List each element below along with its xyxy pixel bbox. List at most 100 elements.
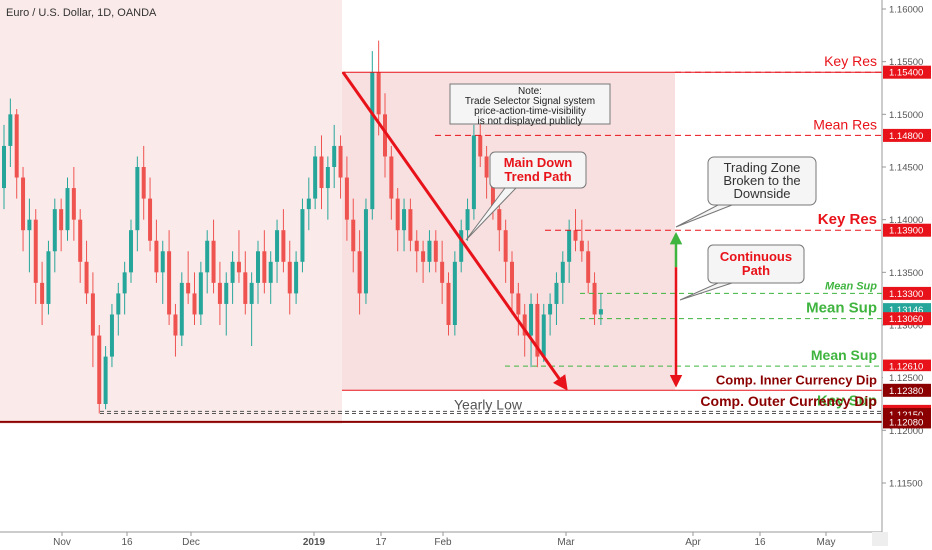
price-label-text: 1.13300 — [889, 289, 923, 300]
price-axis[interactable]: 1.16000 1.15500 1.15000 1.14500 1.14000 1.135… — [881, 0, 932, 532]
callout-text: Trend Path — [504, 169, 571, 184]
candle-body — [351, 219, 356, 252]
callout-text: Broken to the — [723, 173, 800, 188]
price-label-text: 1.12380 — [889, 386, 923, 397]
candle-body — [383, 114, 387, 157]
price-axis-bg — [882, 0, 932, 532]
candle-body — [135, 167, 140, 231]
candle-body — [217, 282, 222, 304]
main-down-trend-arrow — [341, 71, 568, 391]
candle-body — [154, 240, 159, 273]
candle-body — [141, 167, 146, 199]
level-label: Comp. Outer Currency Dip — [700, 393, 877, 409]
candle-body — [281, 230, 286, 262]
time-axis[interactable]: Nov 16 Dec 2019 17 Feb Mar Apr 16 May — [0, 531, 932, 550]
candle-body — [579, 240, 584, 252]
price-label-badge — [883, 286, 931, 300]
candle-body — [433, 240, 438, 262]
candle-body — [205, 240, 210, 273]
price-tick-label: 1.13000 — [889, 321, 923, 332]
level-label: Mean Sup — [825, 280, 877, 292]
candle-body — [484, 156, 489, 178]
candle-body — [522, 314, 527, 336]
callout-text: Trading Zone — [724, 160, 801, 175]
price-tick-label: 1.14500 — [889, 163, 923, 174]
time-tick-label: Dec — [182, 537, 200, 548]
level-label: Mean Res — [813, 116, 877, 132]
candle-body — [440, 261, 445, 283]
level-label: Key Res — [824, 53, 877, 69]
candle-body — [548, 303, 553, 315]
candle-body — [71, 188, 76, 220]
time-tick-label: 16 — [121, 537, 133, 548]
time-tick-label: Feb — [434, 537, 452, 548]
candle-body — [376, 72, 381, 115]
price-tick-label: 1.11500 — [889, 479, 923, 490]
candle-body — [586, 251, 591, 283]
level-label: Comp. Inner Currency Dip — [716, 372, 877, 387]
candle-body — [122, 272, 127, 294]
candle-body — [497, 209, 502, 231]
time-tick-label: Nov — [53, 537, 71, 548]
candle-body — [268, 261, 273, 283]
callout-text: Note: — [518, 86, 542, 97]
time-tick-label: 17 — [375, 537, 387, 548]
candle-body — [97, 335, 102, 404]
candle-body — [592, 282, 597, 315]
candle-body — [46, 251, 51, 304]
price-tick-label: 1.12000 — [889, 426, 923, 437]
candle-body — [179, 282, 184, 336]
settings-gear-icon[interactable] — [872, 532, 888, 546]
candle-body — [465, 209, 470, 231]
candle-body — [59, 209, 64, 231]
candle-body — [344, 177, 349, 220]
callout-text: Continuous — [720, 249, 792, 264]
price-label-text: 1.15400 — [889, 68, 923, 79]
candle-body — [529, 303, 534, 336]
price-label-text: 1.12610 — [889, 362, 923, 373]
price-label-text: 1.12500 — [889, 373, 923, 384]
candle-body — [262, 251, 267, 283]
candle-body — [363, 209, 368, 294]
candle-body — [129, 230, 133, 273]
candle-body — [598, 309, 603, 315]
candle-body — [167, 251, 172, 315]
price-label-text: 1.13060 — [889, 314, 923, 325]
candle-body — [459, 230, 464, 262]
candle-body — [65, 188, 70, 231]
candle-body — [230, 261, 235, 283]
candle-body — [198, 272, 203, 315]
callout-text: is not displayed publicly — [477, 116, 582, 127]
candle-body — [573, 230, 578, 241]
candle-body — [510, 261, 514, 294]
price-label-badge — [883, 128, 931, 142]
candle-body — [287, 261, 292, 294]
candle-body — [554, 282, 559, 304]
chart-title: Euro / U.S. Dollar, 1D, OANDA — [6, 7, 157, 19]
candle-body — [516, 293, 521, 315]
candle-body — [243, 272, 248, 304]
level-label: Key Sup — [817, 392, 877, 409]
time-tick-label: Apr — [685, 537, 701, 548]
candle-body — [452, 261, 457, 325]
candle-body — [294, 261, 299, 294]
candle-body — [370, 72, 375, 210]
price-label-badge — [883, 359, 931, 373]
candle-body — [90, 293, 95, 336]
candle-body — [414, 240, 419, 252]
candles-layer — [2, 40, 603, 414]
candle-body — [192, 293, 197, 315]
callout-text: Main Down — [504, 155, 573, 170]
yearly-low-label: Yearly Low — [454, 396, 523, 412]
price-tick-label: 1.15500 — [889, 57, 923, 68]
candle-body — [27, 219, 32, 231]
time-axis-bg — [0, 532, 932, 550]
price-label-text: 1.14800 — [889, 131, 923, 142]
time-tick-label: May — [817, 537, 836, 548]
candle-body — [116, 293, 121, 315]
levels-layer: Key Res Mean Res Key Res Mean Sup Mean Sup Me… — [0, 53, 882, 423]
candle-body — [408, 209, 413, 241]
candle-body — [256, 251, 260, 283]
